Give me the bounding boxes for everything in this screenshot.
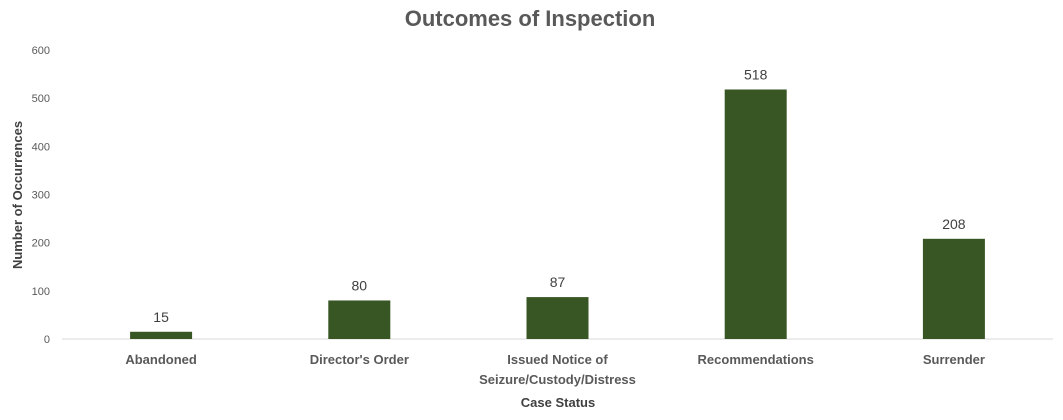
bar: [526, 297, 589, 339]
y-tick-label: 300: [32, 190, 50, 202]
y-tick-label: 100: [32, 286, 50, 298]
x-tick-label: Abandoned: [125, 352, 197, 367]
y-tick-label: 600: [32, 45, 50, 57]
y-tick-label: 400: [32, 141, 50, 153]
x-tick-label: Surrender: [923, 352, 985, 367]
y-tick-label: 0: [44, 334, 50, 346]
data-labels: 15 80 87 518 208: [153, 66, 965, 324]
x-axis-ticks: Abandoned Director's Order Issued Notice o…: [125, 352, 985, 387]
data-label: 87: [550, 274, 566, 290]
y-tick-label: 500: [32, 93, 50, 105]
bar-series: [130, 89, 985, 339]
data-label: 208: [942, 216, 966, 232]
bar: [328, 300, 391, 339]
bar: [130, 331, 193, 339]
x-axis-title: Case Status: [521, 395, 595, 410]
data-label: 15: [153, 309, 169, 325]
y-axis-ticks: 0 100 200 300 400 500 600: [32, 45, 50, 346]
x-tick-label: Issued Notice of Seizure/Custody/Distress: [479, 352, 636, 387]
y-tick-label: 200: [32, 238, 50, 250]
bar: [724, 89, 787, 339]
y-axis-title: Number of Occurrences: [10, 121, 25, 269]
chart-title: Outcomes of Inspection: [405, 6, 656, 31]
data-label: 80: [352, 277, 368, 293]
x-tick-label: Recommendations: [698, 352, 814, 367]
x-tick-label: Director's Order: [310, 352, 409, 367]
bar: [922, 238, 985, 339]
data-label: 518: [744, 66, 768, 82]
